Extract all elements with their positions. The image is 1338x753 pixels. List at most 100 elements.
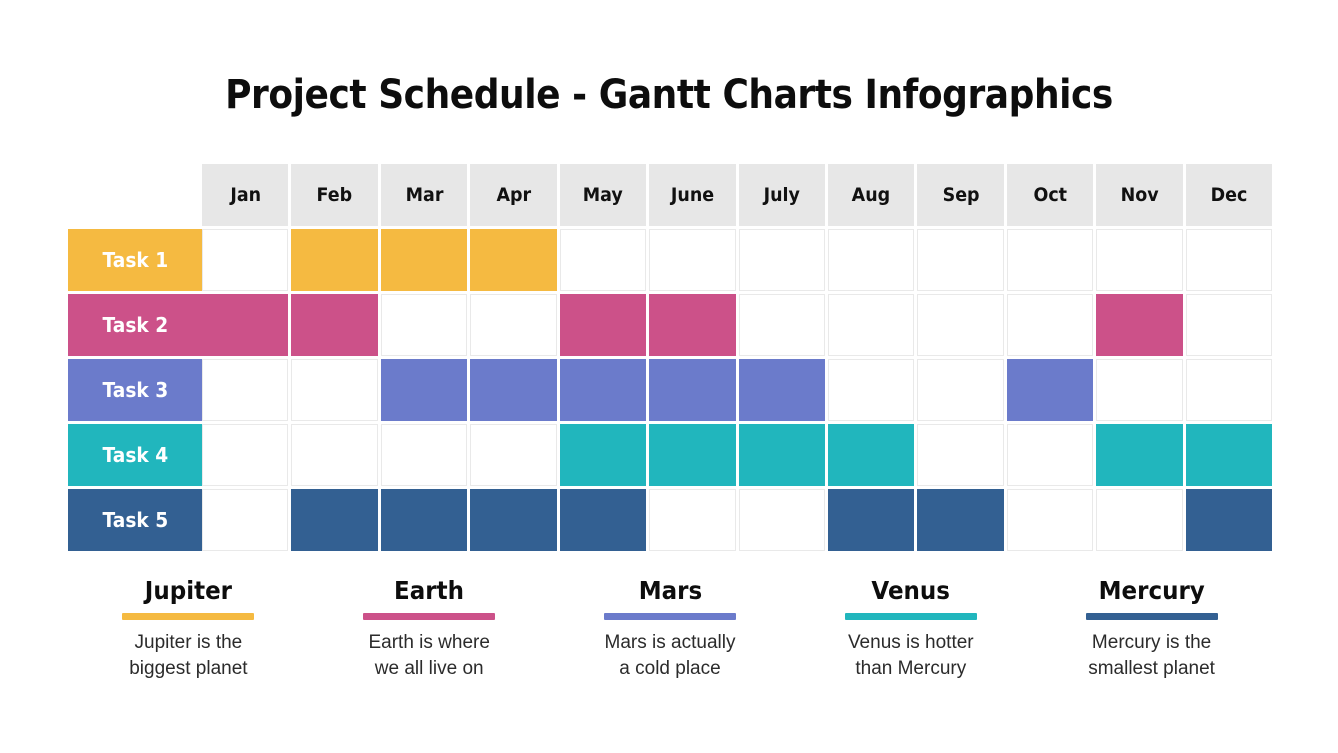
task-label-cell[interactable]: Task 3 xyxy=(68,359,202,421)
month-header-label: Nov xyxy=(1120,184,1159,206)
month-header-label: May xyxy=(582,184,623,206)
gantt-empty-cell[interactable] xyxy=(917,359,1004,421)
gantt-empty-cell[interactable] xyxy=(380,424,468,486)
gantt-bar-cell[interactable] xyxy=(1096,424,1183,486)
gantt-empty-cell[interactable] xyxy=(202,489,289,551)
gantt-empty-cell[interactable] xyxy=(559,229,647,291)
gantt-empty-cell[interactable] xyxy=(291,424,378,486)
gantt-bar-cell[interactable] xyxy=(380,359,468,421)
gantt-empty-cell[interactable] xyxy=(202,229,289,291)
legend-item-description: Earth is where we all live on xyxy=(315,630,544,682)
legend-item: Earth Earth is where we all live on xyxy=(309,576,550,683)
gantt-empty-cell[interactable] xyxy=(649,229,736,291)
gantt-empty-cell[interactable] xyxy=(291,359,378,421)
gantt-empty-cell[interactable] xyxy=(649,489,736,551)
gantt-empty-cell[interactable] xyxy=(380,294,468,356)
gantt-empty-cell[interactable] xyxy=(1006,424,1094,486)
legend-color-bar xyxy=(1085,613,1218,621)
task-label: Task 5 xyxy=(102,508,168,532)
gantt-empty-cell[interactable] xyxy=(1096,229,1183,291)
legend-desc-line: biggest planet xyxy=(129,658,248,680)
gantt-bar-cell[interactable] xyxy=(380,489,468,551)
gantt-bar-cell[interactable] xyxy=(202,294,289,356)
month-header-label: Feb xyxy=(316,184,353,206)
gantt-bar-cell[interactable] xyxy=(1006,359,1094,421)
month-header-cell: Jan xyxy=(202,164,289,226)
legend-color-bar xyxy=(363,613,496,621)
task-label-cell[interactable]: Task 1 xyxy=(68,229,202,291)
task-label-cell[interactable]: Task 5 xyxy=(68,489,202,551)
gantt-bar-cell[interactable] xyxy=(559,294,647,356)
gantt-bar-cell[interactable] xyxy=(559,424,647,486)
gantt-empty-cell[interactable] xyxy=(1006,489,1094,551)
gantt-empty-cell[interactable] xyxy=(1096,359,1183,421)
gantt-empty-cell[interactable] xyxy=(827,294,915,356)
legend-desc-line: Mars is actually xyxy=(604,632,736,654)
gantt-empty-cell[interactable] xyxy=(1185,359,1273,421)
gantt-bar-cell[interactable] xyxy=(1185,424,1273,486)
gantt-bar-cell[interactable] xyxy=(470,489,557,551)
legend-color-bar xyxy=(844,613,977,621)
gantt-bar-cell[interactable] xyxy=(827,489,915,551)
gantt-bar-cell[interactable] xyxy=(1096,294,1183,356)
gantt-bar-cell[interactable] xyxy=(827,424,915,486)
gantt-bar-cell[interactable] xyxy=(470,359,557,421)
gantt-empty-cell[interactable] xyxy=(827,359,915,421)
legend-desc-line: a cold place xyxy=(619,658,721,680)
gantt-empty-cell[interactable] xyxy=(470,294,557,356)
legend-item-description: Mercury is the smallest planet xyxy=(1037,630,1266,682)
gantt-bar-cell[interactable] xyxy=(649,294,736,356)
task-label: Task 3 xyxy=(102,378,168,402)
gantt-empty-cell[interactable] xyxy=(738,294,825,356)
gantt-bar-cell[interactable] xyxy=(559,489,647,551)
gantt-bar-cell[interactable] xyxy=(738,424,825,486)
gantt-chart: Jan Feb Mar Apr May June July Aug Sep Oct Nov Dec T… xyxy=(68,164,1273,551)
gantt-empty-cell[interactable] xyxy=(470,424,557,486)
legend-item-description: Mars is actually a cold place xyxy=(556,630,785,682)
month-header-label: Mar xyxy=(405,184,443,206)
gantt-empty-cell[interactable] xyxy=(827,229,915,291)
task-label-cell[interactable]: Task 2 xyxy=(68,294,202,356)
month-header-label: July xyxy=(763,184,800,206)
gantt-task-row: Task 3 xyxy=(68,359,1273,421)
gantt-bar-cell[interactable] xyxy=(291,489,378,551)
gantt-bar-cell[interactable] xyxy=(559,359,647,421)
gantt-empty-cell[interactable] xyxy=(738,229,825,291)
gantt-empty-cell[interactable] xyxy=(917,424,1004,486)
month-header-label: Jan xyxy=(229,184,261,206)
gantt-empty-cell[interactable] xyxy=(1185,229,1273,291)
gantt-empty-cell[interactable] xyxy=(1185,294,1273,356)
gantt-empty-cell[interactable] xyxy=(917,229,1004,291)
header-corner-spacer xyxy=(68,164,202,226)
gantt-empty-cell[interactable] xyxy=(1006,294,1094,356)
gantt-bar-cell[interactable] xyxy=(291,229,378,291)
gantt-bar-cell[interactable] xyxy=(470,229,557,291)
gantt-bar-cell[interactable] xyxy=(917,489,1004,551)
gantt-empty-cell[interactable] xyxy=(1096,489,1183,551)
legend-item-title: Jupiter xyxy=(144,576,233,605)
legend-item-title: Venus xyxy=(871,576,951,605)
gantt-bar-cell[interactable] xyxy=(1185,489,1273,551)
gantt-empty-cell[interactable] xyxy=(1006,229,1094,291)
gantt-bar-cell[interactable] xyxy=(380,229,468,291)
gantt-bar-cell[interactable] xyxy=(291,294,378,356)
month-header-label: Sep xyxy=(942,184,980,206)
legend-item-title: Earth xyxy=(394,576,465,605)
legend-desc-line: Venus is hotter xyxy=(847,632,974,654)
task-label-cell[interactable]: Task 4 xyxy=(68,424,202,486)
gantt-empty-cell[interactable] xyxy=(202,359,289,421)
legend-item: Jupiter Jupiter is the biggest planet xyxy=(68,576,309,683)
month-header-cell: June xyxy=(649,164,736,226)
month-header-label: Aug xyxy=(851,184,891,206)
gantt-empty-cell[interactable] xyxy=(917,294,1004,356)
legend-item: Mercury Mercury is the smallest planet xyxy=(1031,577,1272,683)
legend-item-description: Jupiter is the biggest planet xyxy=(74,630,303,682)
legend-desc-line: than Mercury xyxy=(855,658,967,680)
gantt-header-row: Jan Feb Mar Apr May June July Aug Sep Oct Nov Dec xyxy=(68,164,1273,226)
gantt-empty-cell[interactable] xyxy=(738,489,825,551)
gantt-empty-cell[interactable] xyxy=(202,424,289,486)
gantt-bar-cell[interactable] xyxy=(738,359,825,421)
month-header-label: Oct xyxy=(1033,184,1067,206)
gantt-bar-cell[interactable] xyxy=(649,359,736,421)
gantt-bar-cell[interactable] xyxy=(649,424,736,486)
